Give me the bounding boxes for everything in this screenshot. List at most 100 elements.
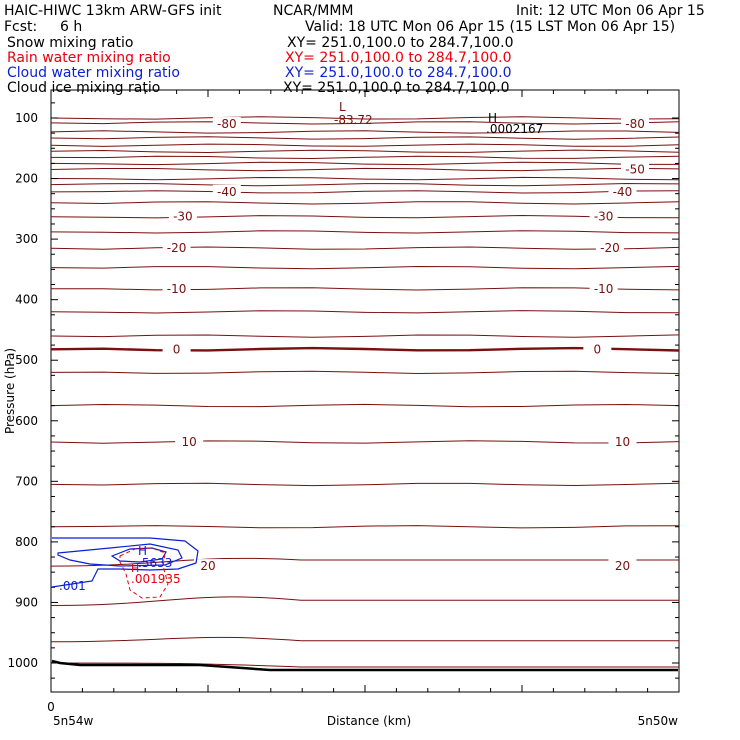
header-center: NCAR/MMM — [273, 3, 354, 19]
isotherm-label: -10 — [167, 282, 187, 296]
isotherm-label: -80 — [625, 117, 645, 131]
isotherm-label: -30 — [594, 210, 614, 224]
cloud-water-label: .001 — [59, 579, 86, 593]
isotherm-line — [50, 176, 680, 181]
header-fcst-value: 6 h — [60, 19, 82, 35]
isotherm-label-mask — [162, 281, 191, 295]
isotherm-label-mask — [595, 241, 624, 255]
isotherm-line — [50, 190, 680, 194]
isotherm-line — [50, 116, 680, 120]
isotherm-line — [50, 403, 680, 408]
cloud-water-contours — [51, 537, 199, 588]
isotherm-label: -10 — [594, 282, 614, 296]
header-title: HAIC-HIWC 13km ARW-GFS init — [4, 3, 222, 19]
y-tick-label: 600 — [15, 414, 38, 428]
x-label-left-end: 5n54w — [53, 714, 94, 728]
isotherm-label-mask — [621, 117, 650, 131]
terrain-line — [51, 659, 678, 672]
cloud-water-outer-contour — [51, 537, 199, 588]
isotherm-line — [50, 136, 680, 140]
cloud-water-max-value: .5633 — [138, 556, 172, 570]
isotherm-label: -80 — [217, 117, 237, 131]
y-tick-label: 400 — [15, 293, 38, 307]
field-name-cloud-water: Cloud water mixing ratio — [7, 65, 180, 81]
low-marker: L — [339, 100, 346, 114]
isotherm-label-mask — [589, 281, 618, 295]
isotherm-line — [50, 310, 680, 314]
y-tick-label: 500 — [15, 353, 38, 367]
cloud-water-inner-contour — [57, 543, 183, 567]
isotherm-line — [50, 265, 680, 270]
isotherm-label-mask — [583, 342, 612, 356]
isotherm-label-mask — [162, 342, 191, 356]
isotherm-line — [50, 182, 680, 187]
field-xy-rain: XY= 251.0,100.0 to 284.7,100.0 — [285, 50, 512, 66]
isotherm-line — [50, 143, 680, 147]
isotherm-line — [50, 525, 680, 529]
isotherm-label: 20 — [200, 559, 215, 573]
isotherm-line — [50, 246, 680, 250]
field-name-snow: Snow mixing ratio — [7, 35, 133, 51]
isotherm-line — [50, 662, 679, 668]
low-value: -83.72 — [334, 113, 373, 127]
field-name-rain: Rain water mixing ratio — [7, 50, 171, 66]
isotherm-line — [50, 596, 679, 606]
isotherm-line — [50, 557, 679, 567]
isotherm-line — [50, 230, 680, 234]
header-init: Init: 12 UTC Mon 06 Apr 15 — [516, 3, 705, 19]
isotherm-label-mask — [212, 184, 241, 198]
x-axis-title: Distance (km) — [327, 714, 411, 728]
isotherm-label-mask — [212, 117, 241, 131]
isotherm-line — [50, 121, 680, 125]
isotherm-line — [50, 214, 680, 219]
isotherm-label-mask — [621, 162, 650, 176]
isotherm-label: -40 — [613, 185, 633, 199]
y-tick-label: 200 — [15, 172, 38, 186]
cloud-water-core-contour — [110, 547, 167, 563]
isotherm-label: -20 — [600, 241, 620, 255]
isotherm-label: 0 — [173, 342, 181, 356]
isotherm-label: 10 — [615, 435, 630, 449]
isotherm-label: 20 — [615, 559, 630, 573]
isotherm-line — [50, 482, 680, 487]
isotherm-line — [50, 149, 680, 154]
rain-contours — [119, 547, 169, 599]
isotherm-line — [50, 130, 680, 134]
isotherm-layer: -80 -80 -50 -40 -40 -30 -30 -20 -20 -10 -10 0 0 10 10 2… — [50, 116, 680, 668]
y-tick-label: 100 — [15, 111, 38, 125]
y-tick-label: 900 — [15, 595, 38, 609]
isotherm-label: -40 — [217, 185, 237, 199]
isotherm-line — [50, 346, 680, 352]
isotherm-line — [50, 155, 680, 160]
isotherm-label-mask — [168, 209, 197, 223]
isotherm-label-mask — [194, 559, 222, 573]
rain-max-marker: H — [131, 562, 139, 575]
header-valid: Valid: 18 UTC Mon 06 Apr 15 (15 LST Mon … — [305, 19, 675, 35]
isotherm-label: -50 — [625, 162, 645, 176]
isotherm-label-mask — [589, 209, 618, 223]
isotherm-line — [50, 201, 680, 205]
y-tick-label: 700 — [15, 474, 38, 488]
header-fcst-label: Fcst: — [4, 19, 37, 35]
field-name-cloud-ice: Cloud ice mixing ratio — [7, 80, 160, 96]
isotherm-line — [50, 440, 680, 444]
y-tick-label: 1000 — [7, 656, 38, 670]
y-axis-title: Pressure (hPa) — [3, 348, 17, 434]
field-xy-cloud-water: XY= 251.0,100.0 to 284.7,100.0 — [285, 65, 512, 81]
isotherm-label: 0 — [594, 342, 602, 356]
isotherm-label: -30 — [173, 210, 193, 224]
isotherm-line — [50, 636, 679, 643]
isotherm-label-mask — [608, 184, 637, 198]
isotherm-label-mask — [608, 559, 637, 573]
isotherm-line — [50, 161, 680, 166]
rain-contour — [119, 547, 169, 599]
isotherm-line — [50, 167, 680, 172]
x-label-right-end: 5n50w — [638, 714, 679, 728]
isotherm-line — [50, 334, 680, 338]
x-tick-label-zero: 0 — [47, 700, 55, 714]
field-xy-snow: XY= 251.0,100.0 to 284.7,100.0 — [287, 35, 514, 51]
cloud-water-max-marker: H — [138, 544, 147, 558]
isotherm-line — [50, 287, 680, 291]
